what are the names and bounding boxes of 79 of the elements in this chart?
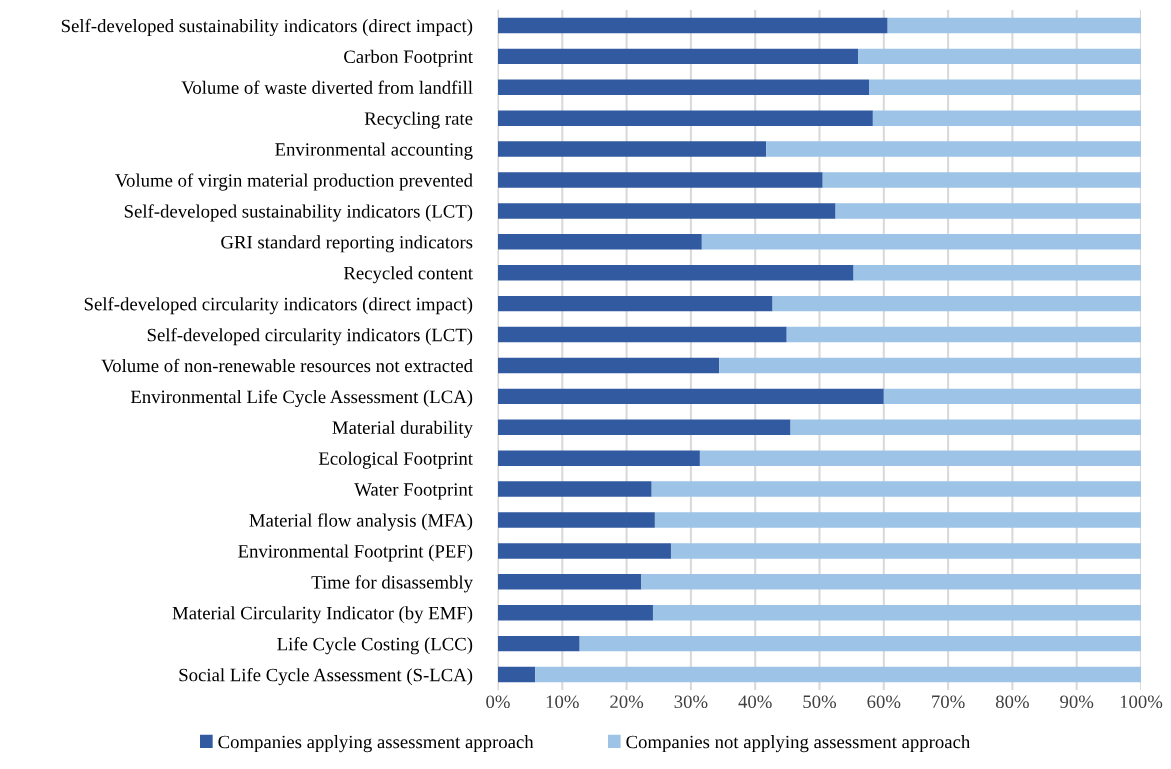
bar (498, 79, 870, 95)
y-tick-label: Self-developed circularity indicators (direct impact) (84, 297, 473, 315)
bar (498, 666, 536, 683)
x-tick-label: 90% (1060, 695, 1094, 709)
y-tick-label: Material durability (332, 420, 473, 438)
x-tick-label: 60% (867, 695, 901, 709)
bar (498, 48, 859, 65)
x-tick-label: 30% (674, 695, 708, 709)
bar (869, 79, 1141, 95)
bar (498, 326, 787, 343)
bar (498, 605, 653, 621)
bar (498, 172, 823, 188)
x-tick-label: 20% (610, 695, 644, 709)
bar (766, 141, 1141, 157)
y-tick-label: Self-developed circularity indicators (LCT) (147, 327, 473, 346)
bar (699, 450, 1141, 466)
bar (641, 574, 1141, 590)
bar (498, 543, 671, 559)
bar (498, 635, 580, 652)
bar (786, 326, 1141, 343)
bar (670, 543, 1141, 559)
bar (498, 17, 888, 34)
y-tick-label: Self-developed sustainability indicators (direct impact) (61, 18, 473, 37)
x-tick-label: 10% (546, 695, 579, 709)
legend-label: Companies not applying assessment approach (626, 735, 971, 753)
bar (772, 295, 1141, 312)
y-tick-label: Volume of waste diverted from landfill (181, 80, 473, 95)
bar (883, 388, 1141, 405)
bar (887, 17, 1141, 34)
y-tick-label: Ecological Footprint (318, 451, 473, 469)
y-tick-label: Self-developed sustainability indicators (LCT) (124, 204, 473, 222)
legend-label: Companies applying assessment approach (218, 735, 534, 753)
bar (498, 265, 854, 281)
y-tick-label: Time for disassembly (311, 575, 473, 593)
bar (853, 265, 1141, 281)
bar (498, 388, 884, 405)
x-tick-label: 40% (738, 695, 772, 709)
x-tick-label: 70% (932, 695, 965, 709)
bar (858, 48, 1141, 65)
x-tick-label: 0% (486, 695, 510, 709)
bar (498, 203, 836, 219)
bar (701, 234, 1141, 250)
y-tick-label: Life Cycle Costing (LCC) (277, 637, 473, 655)
bar (498, 357, 720, 374)
bar (652, 605, 1141, 621)
x-tick-label: 100% (1120, 695, 1163, 709)
y-tick-label: GRI standard reporting indicators (221, 235, 473, 253)
bar (498, 481, 652, 497)
bar (498, 110, 873, 126)
bar (498, 141, 767, 157)
y-tick-label: Environmental accounting (275, 142, 473, 160)
bar (498, 295, 773, 312)
bar (498, 450, 700, 466)
bar (651, 481, 1141, 497)
y-tick-label: Material Circularity Indicator (by EMF) (172, 606, 473, 624)
bar (790, 419, 1141, 435)
y-tick-label: Recycled content (343, 266, 473, 284)
y-tick-label: Water Footprint (354, 483, 473, 500)
bar (498, 574, 642, 590)
x-tick-label: 80% (995, 695, 1029, 709)
bar (835, 203, 1141, 219)
bar (498, 419, 791, 435)
bar (654, 512, 1141, 528)
y-tick-label: Material flow analysis (MFA) (249, 513, 473, 531)
bar (498, 234, 702, 250)
bar (535, 666, 1141, 683)
y-tick-label: Volume of virgin material production prevented (115, 173, 473, 191)
bar (579, 635, 1141, 652)
y-tick-label: Carbon Footprint (344, 49, 473, 67)
y-tick-label: Social Life Cycle Assessment (S-LCA) (179, 667, 473, 686)
y-tick-label: Environmental Life Cycle Assessment (LCA) (130, 389, 473, 408)
x-tick-label: 50% (803, 695, 837, 709)
y-tick-label: Volume of non-renewable resources not extracted (101, 358, 473, 373)
bar (822, 172, 1141, 188)
bar (872, 110, 1141, 126)
bar (498, 512, 655, 528)
y-tick-label: Environmental Footprint (PEF) (238, 544, 473, 562)
y-tick-label: Recycling rate (364, 111, 473, 129)
bar (719, 357, 1141, 374)
